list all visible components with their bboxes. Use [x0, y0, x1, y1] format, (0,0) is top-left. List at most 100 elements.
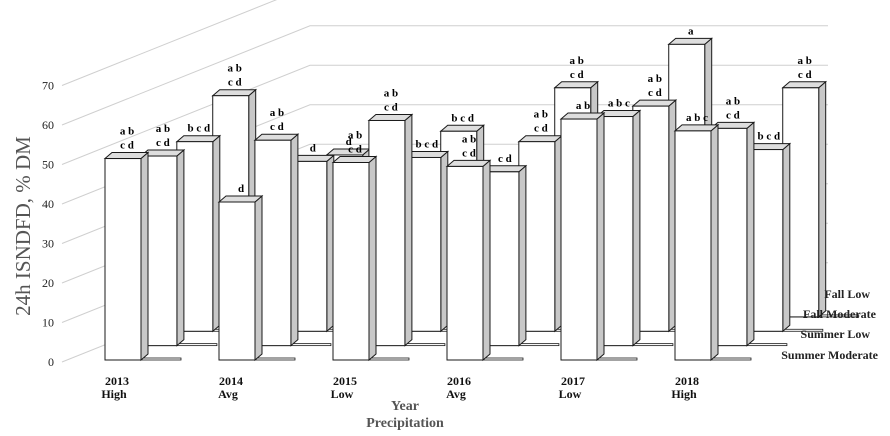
bar-front: [332, 162, 370, 361]
bar-top: [175, 135, 222, 143]
significance-letters: a b: [348, 130, 362, 142]
bar-top: [331, 156, 378, 163]
bar-top: [559, 112, 606, 120]
significance-letters: a b: [576, 100, 590, 112]
bar-top: [253, 133, 300, 141]
significance-letters: b c d: [416, 138, 439, 150]
x-axis-title: Year: [391, 399, 419, 414]
precipitation-label: Low: [559, 387, 582, 401]
bar-front: [104, 158, 142, 361]
y-axis-title: 24h ISNDFD, % DM: [11, 136, 35, 316]
y-tick-label: 0: [48, 355, 54, 369]
significance-letters: a b: [156, 123, 170, 135]
bar: d: [217, 183, 264, 362]
bar-side: [254, 194, 263, 362]
bar-top: [781, 81, 828, 89]
bar: a b: [559, 100, 606, 362]
significance-letters: a b: [570, 55, 584, 67]
bar: a b c d: [103, 126, 150, 362]
significance-letters: c d: [462, 147, 476, 159]
significance-letters: c d: [726, 109, 740, 121]
bar-side: [518, 164, 527, 347]
series-label: Summer Moderate: [781, 348, 878, 362]
bar-side: [596, 111, 605, 362]
significance-letters: c d: [648, 87, 662, 99]
bar-side: [632, 109, 641, 347]
significance-letters: a b c: [686, 112, 708, 124]
precipitation-label: Avg: [218, 387, 238, 401]
significance-letters: a b: [534, 109, 548, 121]
significance-letters: c d: [498, 153, 512, 165]
series-label: Summer Low: [801, 327, 871, 341]
y-tick-label: 10: [42, 316, 54, 330]
significance-letters: c d: [384, 101, 398, 113]
significance-letters: b c d: [451, 112, 474, 124]
y-tick-label: 60: [42, 118, 54, 132]
bar-top: [517, 135, 564, 143]
bar-side: [404, 113, 413, 347]
precipitation-label: High: [671, 387, 697, 401]
significance-letters: c d: [798, 69, 812, 81]
significance-letters: b c d: [188, 123, 211, 135]
x-tick-label: 2016: [447, 374, 471, 388]
y-tick-labels: 0 10 20 30 40 50 60 70: [42, 79, 54, 370]
bar-side: [176, 148, 185, 347]
series-label: Fall Moderate: [803, 307, 877, 321]
significance-letters: c d: [120, 140, 134, 152]
bar-side: [482, 159, 491, 362]
precipitation-label: Avg: [446, 387, 466, 401]
significance-letters: c d: [570, 69, 584, 81]
y-tick-label: 40: [42, 197, 54, 211]
category-labels: 2013High2014Avg2015Low2016Avg2017Low2018…: [101, 374, 699, 401]
y-tick-label: 50: [42, 158, 54, 172]
significance-letters: a b: [120, 126, 134, 138]
bar-side: [746, 121, 755, 347]
bar-top: [667, 37, 714, 45]
bar-top: [631, 99, 678, 107]
bar-top: [439, 124, 486, 132]
bar: a b c d: [331, 130, 378, 362]
significance-letters: a b: [648, 73, 662, 85]
bar-side: [782, 142, 791, 333]
y-tick-label: 30: [42, 237, 54, 251]
series-label: Fall Low: [824, 287, 870, 301]
bar-side: [290, 133, 299, 347]
bar-front: [560, 118, 598, 361]
x-tick-label: 2018: [675, 374, 699, 388]
bar: a b c d: [445, 133, 492, 362]
significance-letters: c d: [270, 121, 284, 133]
significance-letters: a b: [384, 87, 398, 99]
x-tick-label: 2013: [105, 374, 129, 388]
significance-letters: c d: [228, 77, 242, 89]
significance-letters: a: [688, 25, 694, 37]
bar-side: [818, 80, 827, 318]
significance-letters: d: [346, 136, 352, 148]
significance-letters: a b: [462, 133, 476, 145]
bar-top: [103, 152, 150, 159]
precipitation-label: High: [101, 387, 127, 401]
bar-top: [367, 114, 414, 121]
bar-front: [218, 201, 256, 361]
significance-letters: a b: [798, 55, 812, 67]
y-tick-label: 20: [42, 276, 54, 290]
gridline: [61, 64, 828, 165]
bar-front: [674, 130, 712, 361]
y-tick-label: 70: [42, 79, 54, 93]
x-axis-subtitle: Precipitation: [366, 416, 444, 431]
bar-top: [553, 81, 600, 89]
bar-top: [217, 195, 264, 203]
bar-front: [446, 165, 484, 361]
significance-letters: b c d: [758, 131, 781, 143]
significance-letters: a b: [228, 63, 242, 75]
significance-letters: a b: [270, 107, 284, 119]
significance-letters: c d: [534, 123, 548, 135]
series-labels: Summer Moderate Summer Low Fall Moderate Fa…: [781, 287, 878, 362]
significance-letters: a b: [726, 95, 740, 107]
gridline: [61, 25, 828, 126]
significance-letters: d: [238, 183, 244, 195]
bar-top: [211, 89, 258, 97]
bar-side: [710, 123, 719, 362]
significance-letters: d: [310, 142, 316, 154]
bars: a b c d d b c d a b c d a a b c d b c d d b c d a b c…: [103, 25, 828, 362]
